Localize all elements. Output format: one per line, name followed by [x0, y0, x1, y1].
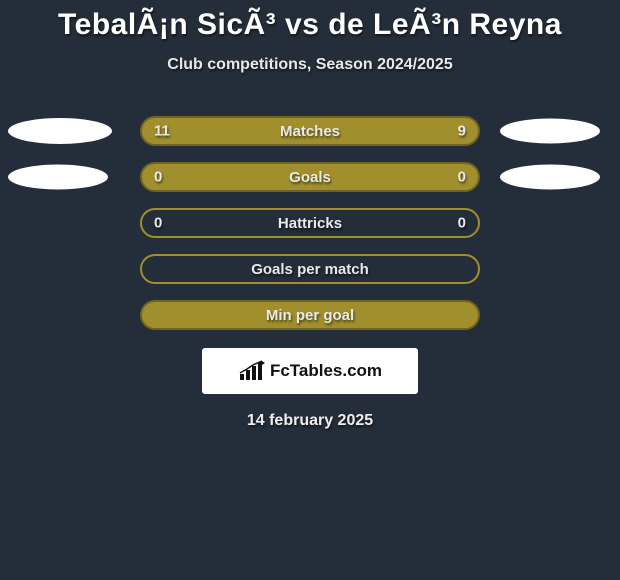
bars-chart-icon: [238, 360, 266, 382]
stat-bar-goals-per-match: Goals per match: [140, 254, 480, 284]
stat-right-value-matches: 9: [458, 123, 466, 140]
stat-left-value-goals: 0: [154, 169, 162, 186]
stat-row-goals: 0 Goals 0: [0, 154, 620, 200]
stat-right-value-hattricks: 0: [458, 215, 466, 232]
stat-bar-hattricks: 0 Hattricks 0: [140, 208, 480, 238]
left-ellipse-goals: [8, 165, 108, 190]
stat-bar-goals: 0 Goals 0: [140, 162, 480, 192]
stats-container: 11 Matches 9 0 Goals 0 0 Hattricks 0 Goa…: [0, 108, 620, 338]
stat-label-hattricks: Hattricks: [278, 215, 342, 232]
stat-row-min-per-goal: Min per goal: [0, 292, 620, 338]
stat-left-value-hattricks: 0: [154, 215, 162, 232]
stat-row-goals-per-match: Goals per match: [0, 246, 620, 292]
stat-row-matches: 11 Matches 9: [0, 108, 620, 154]
branding-text: FcTables.com: [270, 361, 382, 381]
branding-box: FcTables.com: [202, 348, 418, 394]
date-text: 14 february 2025: [0, 412, 620, 430]
stat-bar-matches: 11 Matches 9: [140, 116, 480, 146]
stat-label-goals: Goals: [289, 169, 331, 186]
stat-right-value-goals: 0: [458, 169, 466, 186]
right-ellipse-goals: [500, 165, 600, 190]
page-subtitle: Club competitions, Season 2024/2025: [0, 56, 620, 74]
stat-label-min-per-goal: Min per goal: [266, 307, 354, 324]
page-title: TebalÃ¡n SicÃ³ vs de LeÃ³n Reyna: [0, 0, 620, 42]
stat-left-value-matches: 11: [154, 123, 170, 140]
stat-label-matches: Matches: [280, 123, 340, 140]
left-ellipse-matches: [8, 118, 112, 144]
right-ellipse-matches: [500, 119, 600, 144]
stat-label-goals-per-match: Goals per match: [251, 261, 369, 278]
stat-row-hattricks: 0 Hattricks 0: [0, 200, 620, 246]
stat-bar-min-per-goal: Min per goal: [140, 300, 480, 330]
